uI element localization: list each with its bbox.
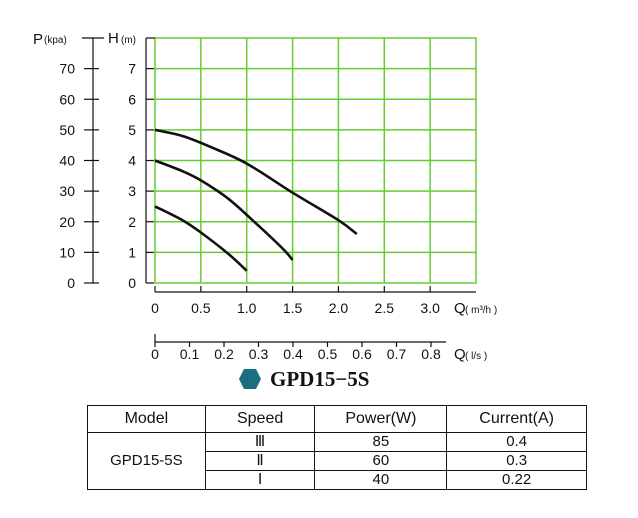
current-cell: 0.3	[446, 451, 587, 471]
curve-speed-2	[154, 159, 294, 261]
table-header-row: Model Speed Power(W) Current(A)	[87, 405, 587, 433]
table-row: Ⅱ 60 0.3	[88, 451, 587, 471]
q-tick-label: 0.5	[191, 300, 211, 316]
model-cell: GPD15-5S	[87, 432, 206, 490]
chart-title: GPD15−5S	[270, 366, 370, 391]
p-tick-label: 30	[59, 183, 75, 199]
hexagon-icon	[239, 369, 261, 389]
table-row: GPD15-5S Ⅲ 85 0.4	[87, 432, 587, 490]
p-axis-label: P	[33, 31, 43, 48]
q2-tick-label: 0.4	[283, 346, 303, 362]
q-tick-label: 2.5	[375, 300, 395, 316]
curve-speed-3	[154, 128, 358, 236]
speed-cell: Ⅱ	[204, 451, 316, 471]
chart-title-block: GPD15−5S	[238, 366, 369, 392]
q-axis-unit: ( m³/h )	[465, 305, 497, 316]
q2-tick-label: 0	[151, 346, 159, 362]
header-power: Power(W)	[314, 405, 448, 433]
h-tick-label: 0	[128, 275, 136, 291]
q2-tick-label: 0.1	[180, 346, 200, 362]
p-tick-label: 60	[59, 91, 75, 107]
chart-axes	[82, 37, 476, 347]
q2-tick-label: 0.5	[318, 346, 338, 362]
p-tick-label: 0	[67, 275, 75, 291]
curve-speed-1	[154, 205, 248, 272]
current-cell: 0.22	[446, 470, 587, 490]
h-tick-label: 5	[128, 122, 136, 138]
p-tick-label: 20	[59, 214, 75, 230]
header-current: Current(A)	[446, 405, 587, 433]
h-tick-label: 3	[128, 183, 136, 199]
p-tick-label: 10	[59, 244, 75, 260]
chart-labels: 0 1 2 3 4 5 6 7H (m) 0 10 20 30 40 50 60 70 P (kpa) 0 0.5 1.0…	[33, 30, 497, 363]
header-model: Model	[87, 405, 206, 433]
q-tick-label: 1.0	[237, 300, 257, 316]
chart-grid	[154, 37, 477, 284]
q2-axis-unit: ( l/s )	[465, 351, 487, 362]
h-tick-label: 6	[128, 91, 136, 107]
h-tick-label: 2	[128, 214, 136, 230]
q-axis-label: Q	[454, 300, 466, 317]
q2-tick-label: 0.3	[249, 346, 269, 362]
spec-table: Model Speed Power(W) Current(A) GPD15-5S…	[87, 405, 587, 490]
q-tick-label: 3.0	[420, 300, 440, 316]
speed-cell: Ⅰ	[204, 470, 316, 490]
q2-tick-label: 0.7	[387, 346, 407, 362]
p-axis-unit: (kpa)	[44, 35, 67, 46]
h-tick-label: 7	[128, 61, 136, 77]
power-cell: 60	[314, 451, 448, 471]
q-tick-label: 1.5	[283, 300, 303, 316]
pump-curve-chart: 0 1 2 3 4 5 6 7H (m) 0 10 20 30 40 50 60 70 P (kpa) 0 0.5 1.0…	[33, 30, 497, 363]
h-tick-label: 4	[128, 153, 136, 169]
speed-cell: Ⅲ	[204, 432, 316, 452]
q2-tick-label: 0.6	[352, 346, 372, 362]
table-row: Ⅰ 40 0.22	[88, 470, 587, 490]
p-tick-label: 50	[59, 122, 75, 138]
p-tick-label: 70	[59, 61, 75, 77]
p-tick-label: 40	[59, 153, 75, 169]
h-tick-label: 1	[128, 244, 136, 260]
header-speed: Speed	[204, 405, 316, 433]
pump-curves	[154, 128, 358, 272]
h-axis-unit: (m)	[121, 35, 136, 46]
q2-tick-label: 0.2	[214, 346, 234, 362]
q-tick-label: 0	[151, 300, 159, 316]
q2-tick-label: 0.8	[421, 346, 441, 362]
power-cell: 40	[314, 470, 448, 490]
h-axis-label: H	[108, 30, 119, 47]
q-tick-label: 2.0	[329, 300, 349, 316]
q2-axis-label: Q	[454, 346, 466, 363]
power-cell: 85	[314, 432, 448, 452]
current-cell: 0.4	[446, 432, 587, 452]
